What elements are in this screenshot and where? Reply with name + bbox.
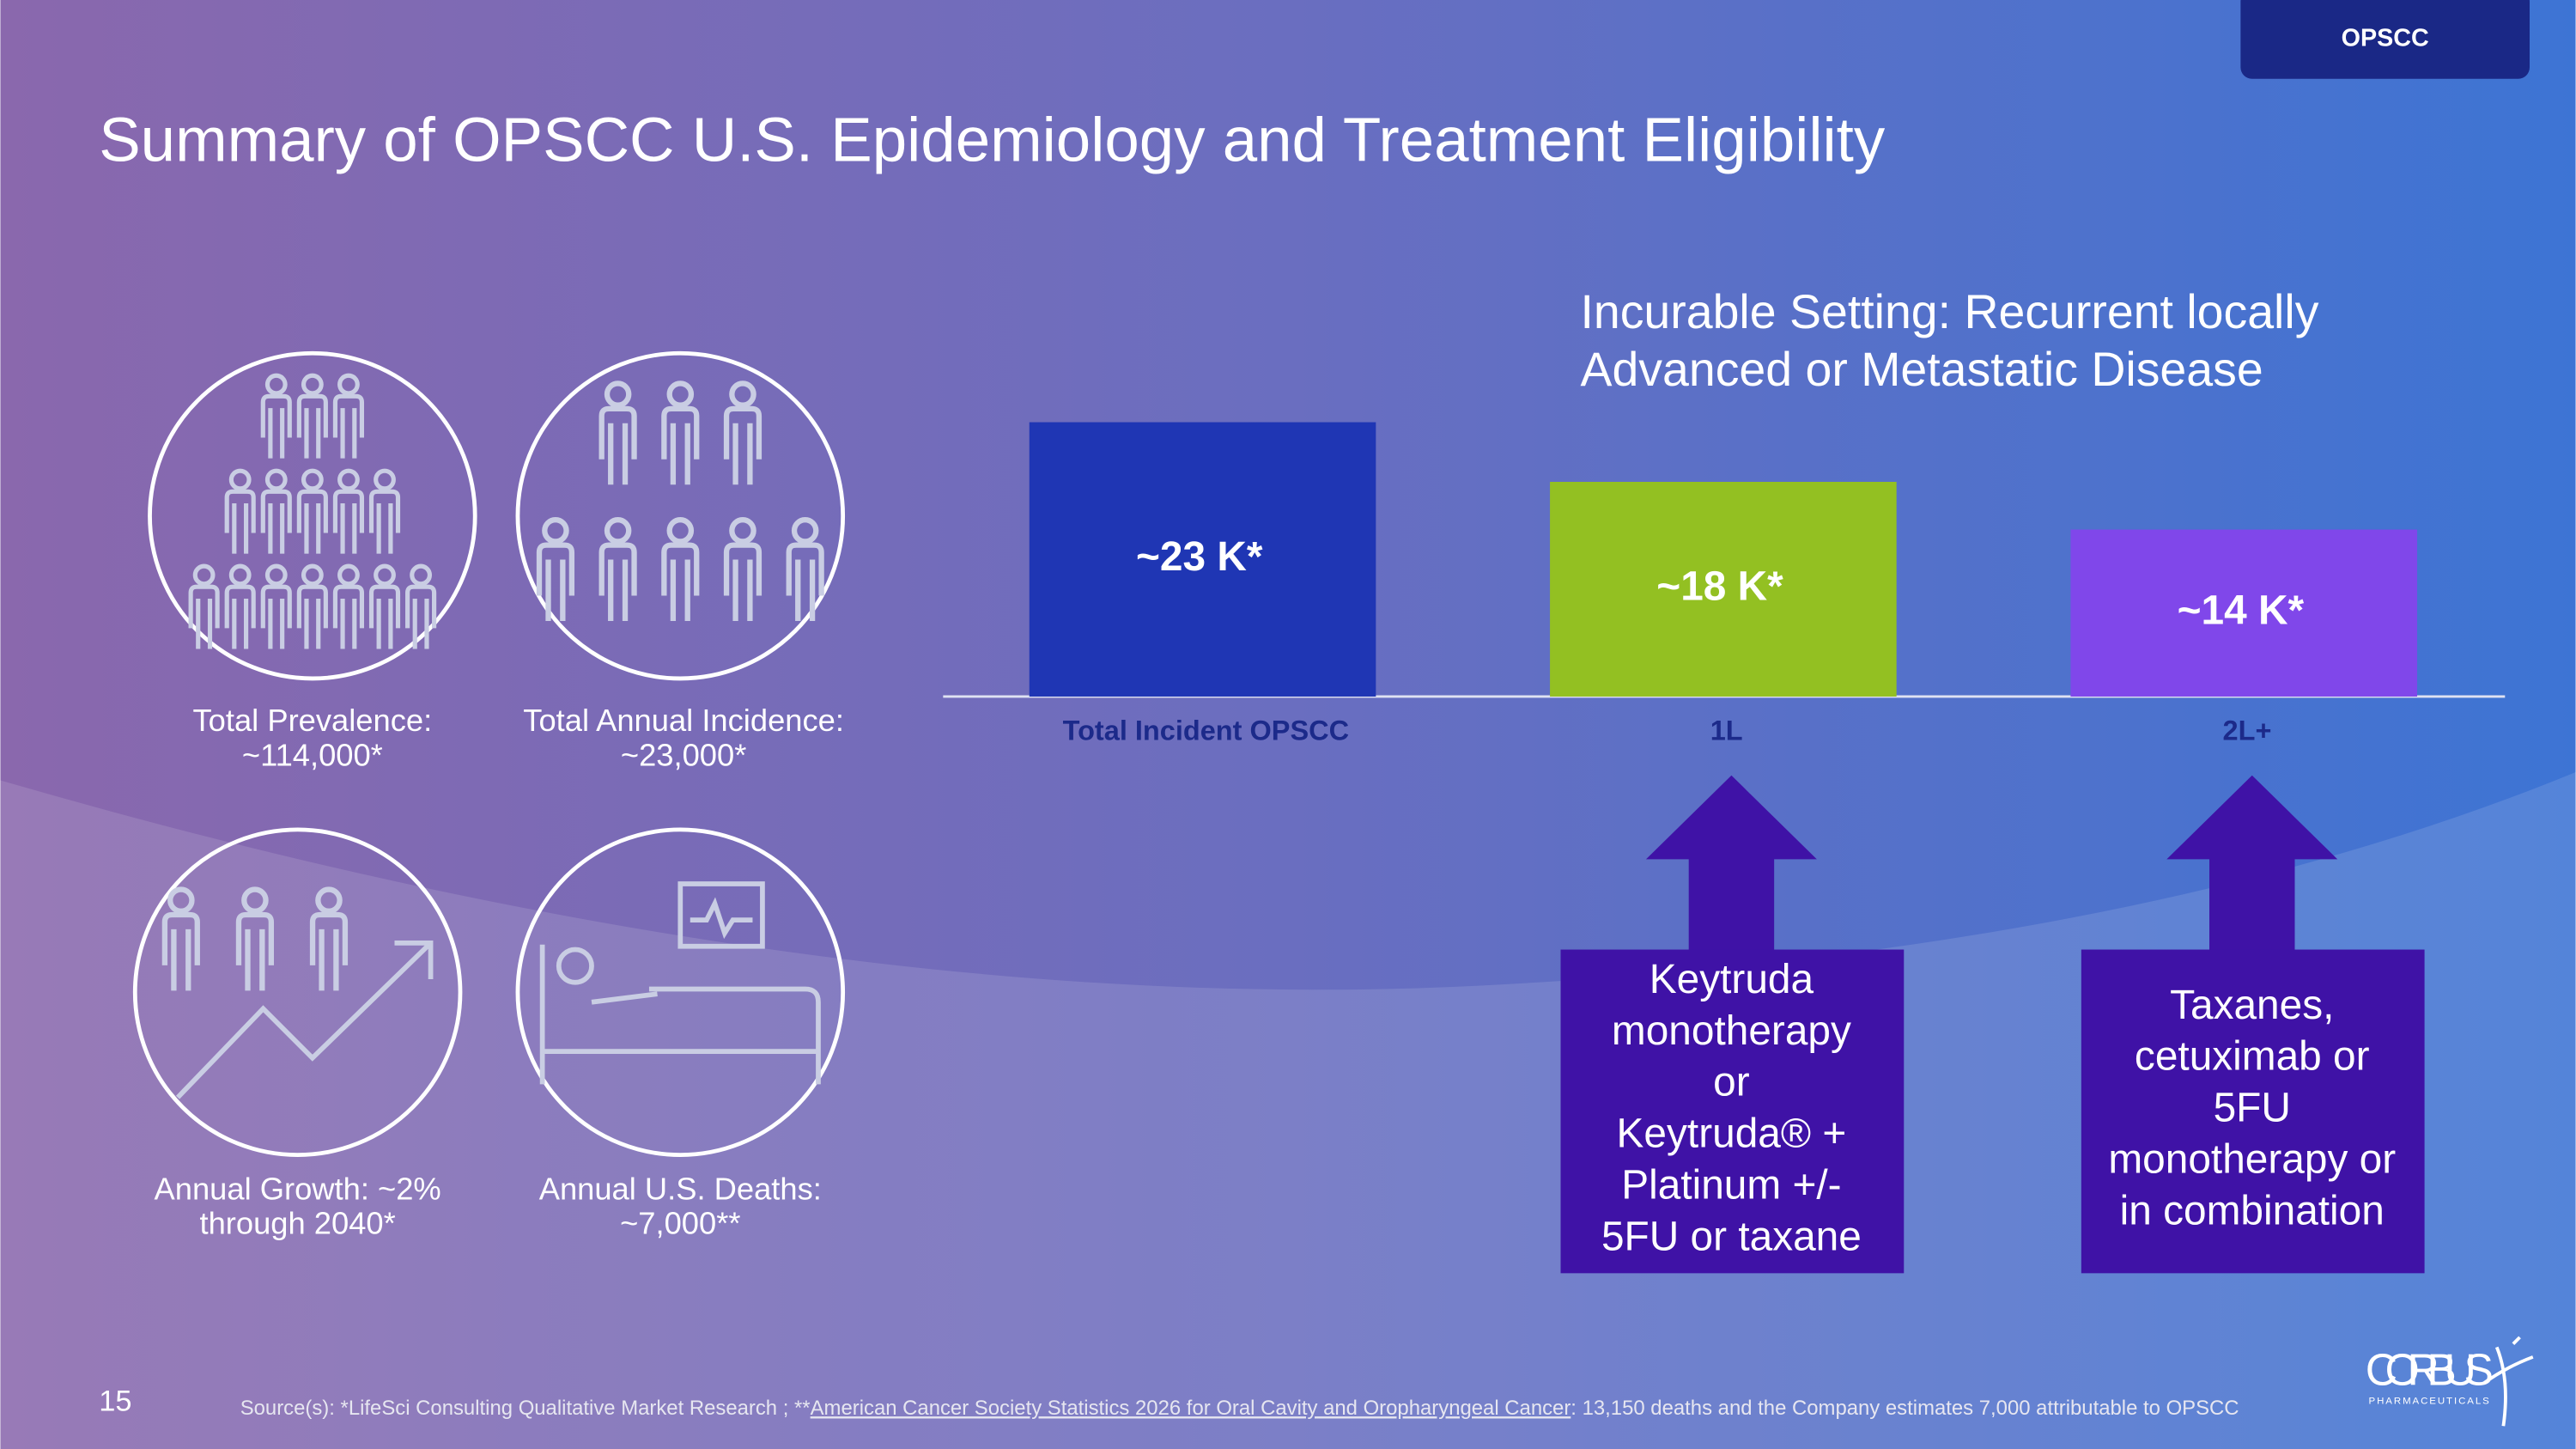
chart-title: Advanced or Metastatic Disease	[1580, 343, 2263, 396]
callout-arrow	[1645, 775, 1817, 953]
icon-circle	[132, 827, 463, 1158]
bar-value-label: ~23 K*	[1136, 534, 1263, 580]
source-prefix: Source(s): *LifeSci Consulting Qualitati…	[240, 1397, 811, 1420]
callout-text: 5FU	[2214, 1086, 2291, 1131]
bar	[2070, 529, 2417, 697]
source-suffix: : 13,150 deaths and the Company estimate…	[1571, 1397, 2239, 1420]
logo: CORBUS	[2366, 1345, 2494, 1395]
logo-sub: PHARMACEUTICALS	[2369, 1397, 2491, 1407]
callout-text: Keytruda	[1649, 957, 1814, 1002]
tag-box	[2240, 0, 2530, 79]
callout-arrow	[2166, 775, 2338, 953]
source-link[interactable]: American Cancer Society Statistics 2026 …	[811, 1397, 1571, 1420]
callout-text: cetuximab or	[2135, 1034, 2370, 1080]
stat-value: ~23,000*	[621, 737, 746, 772]
callout-text: or	[1713, 1060, 1750, 1105]
callout-box	[1560, 949, 1905, 1274]
stat-label: Annual Growth: ~2%	[155, 1171, 441, 1206]
callout-text: in combination	[2120, 1188, 2385, 1233]
bed-icon	[539, 881, 821, 1085]
callout-text: Platinum +/-	[1621, 1162, 1841, 1208]
stat-label: Total Annual Incidence:	[523, 703, 844, 738]
wave	[0, 771, 2576, 1449]
stat-value: ~7,000**	[620, 1205, 740, 1240]
tag: OPSCC	[2342, 24, 2429, 52]
bar	[1550, 482, 1897, 697]
callout-text: monotherapy or	[2108, 1136, 2396, 1182]
bar	[1029, 422, 1376, 697]
stat-label: Annual U.S. Deaths:	[539, 1171, 822, 1206]
callout-text: Keytruda® +	[1617, 1111, 1847, 1157]
callout-text: 5FU or taxane	[1601, 1214, 1862, 1259]
stat-value: through 2040*	[200, 1205, 396, 1240]
growth-arrow	[175, 941, 434, 1099]
callout-text: Taxanes,	[2170, 983, 2334, 1028]
title: Summary of OPSCC U.S. Epidemiology and T…	[99, 106, 1886, 175]
icon-circle	[515, 350, 846, 681]
stat-label: Total Prevalence:	[193, 703, 433, 738]
page-number: 15	[99, 1385, 131, 1418]
stat-value: ~114,000*	[242, 737, 383, 772]
source: Source(s): *LifeSci Consulting Qualitati…	[240, 1397, 2239, 1420]
chart-title: Incurable Setting: Recurrent locally	[1580, 285, 2318, 338]
icon-circle	[515, 827, 846, 1158]
category-label: Total Incident OPSCC	[1063, 715, 1349, 746]
bar-value-label: ~18 K*	[1656, 564, 1783, 610]
bar-value-label: ~14 K*	[2178, 588, 2305, 633]
category-label: 2L+	[2223, 715, 2272, 746]
category-label: 1L	[1710, 715, 1743, 746]
callout-text: monotherapy	[1612, 1008, 1851, 1054]
callout-box	[2081, 949, 2425, 1274]
logo-mark	[2482, 1336, 2534, 1427]
icon-circle	[148, 350, 477, 681]
icons	[132, 350, 846, 1158]
